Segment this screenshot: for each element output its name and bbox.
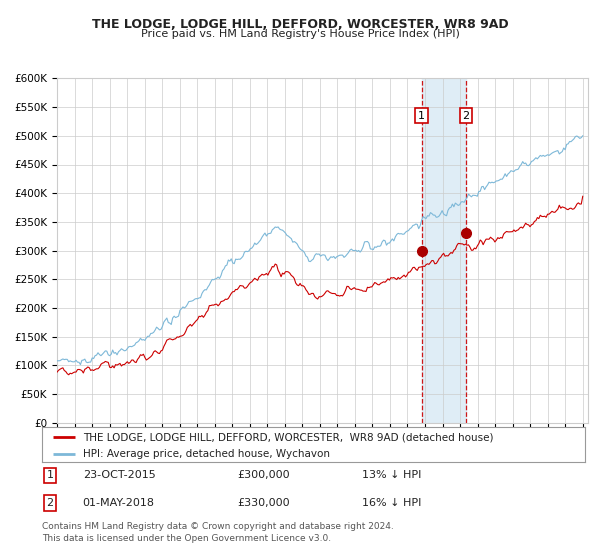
Text: HPI: Average price, detached house, Wychavon: HPI: Average price, detached house, Wych… (83, 449, 330, 459)
Text: Contains HM Land Registry data © Crown copyright and database right 2024.
This d: Contains HM Land Registry data © Crown c… (42, 522, 394, 543)
Text: £300,000: £300,000 (238, 470, 290, 480)
Text: 23-OCT-2015: 23-OCT-2015 (83, 470, 155, 480)
Text: 2: 2 (47, 498, 54, 508)
Text: 13% ↓ HPI: 13% ↓ HPI (362, 470, 422, 480)
Text: THE LODGE, LODGE HILL, DEFFORD, WORCESTER, WR8 9AD: THE LODGE, LODGE HILL, DEFFORD, WORCESTE… (92, 18, 508, 31)
Bar (422, 78, 466, 423)
Text: 2: 2 (462, 111, 469, 121)
Text: 1: 1 (47, 470, 53, 480)
Text: 1: 1 (418, 111, 425, 121)
Text: £330,000: £330,000 (238, 498, 290, 508)
Text: THE LODGE, LODGE HILL, DEFFORD, WORCESTER,  WR8 9AD (detached house): THE LODGE, LODGE HILL, DEFFORD, WORCESTE… (83, 432, 493, 442)
Text: 16% ↓ HPI: 16% ↓ HPI (362, 498, 422, 508)
Text: Price paid vs. HM Land Registry's House Price Index (HPI): Price paid vs. HM Land Registry's House … (140, 29, 460, 39)
Text: 01-MAY-2018: 01-MAY-2018 (83, 498, 155, 508)
